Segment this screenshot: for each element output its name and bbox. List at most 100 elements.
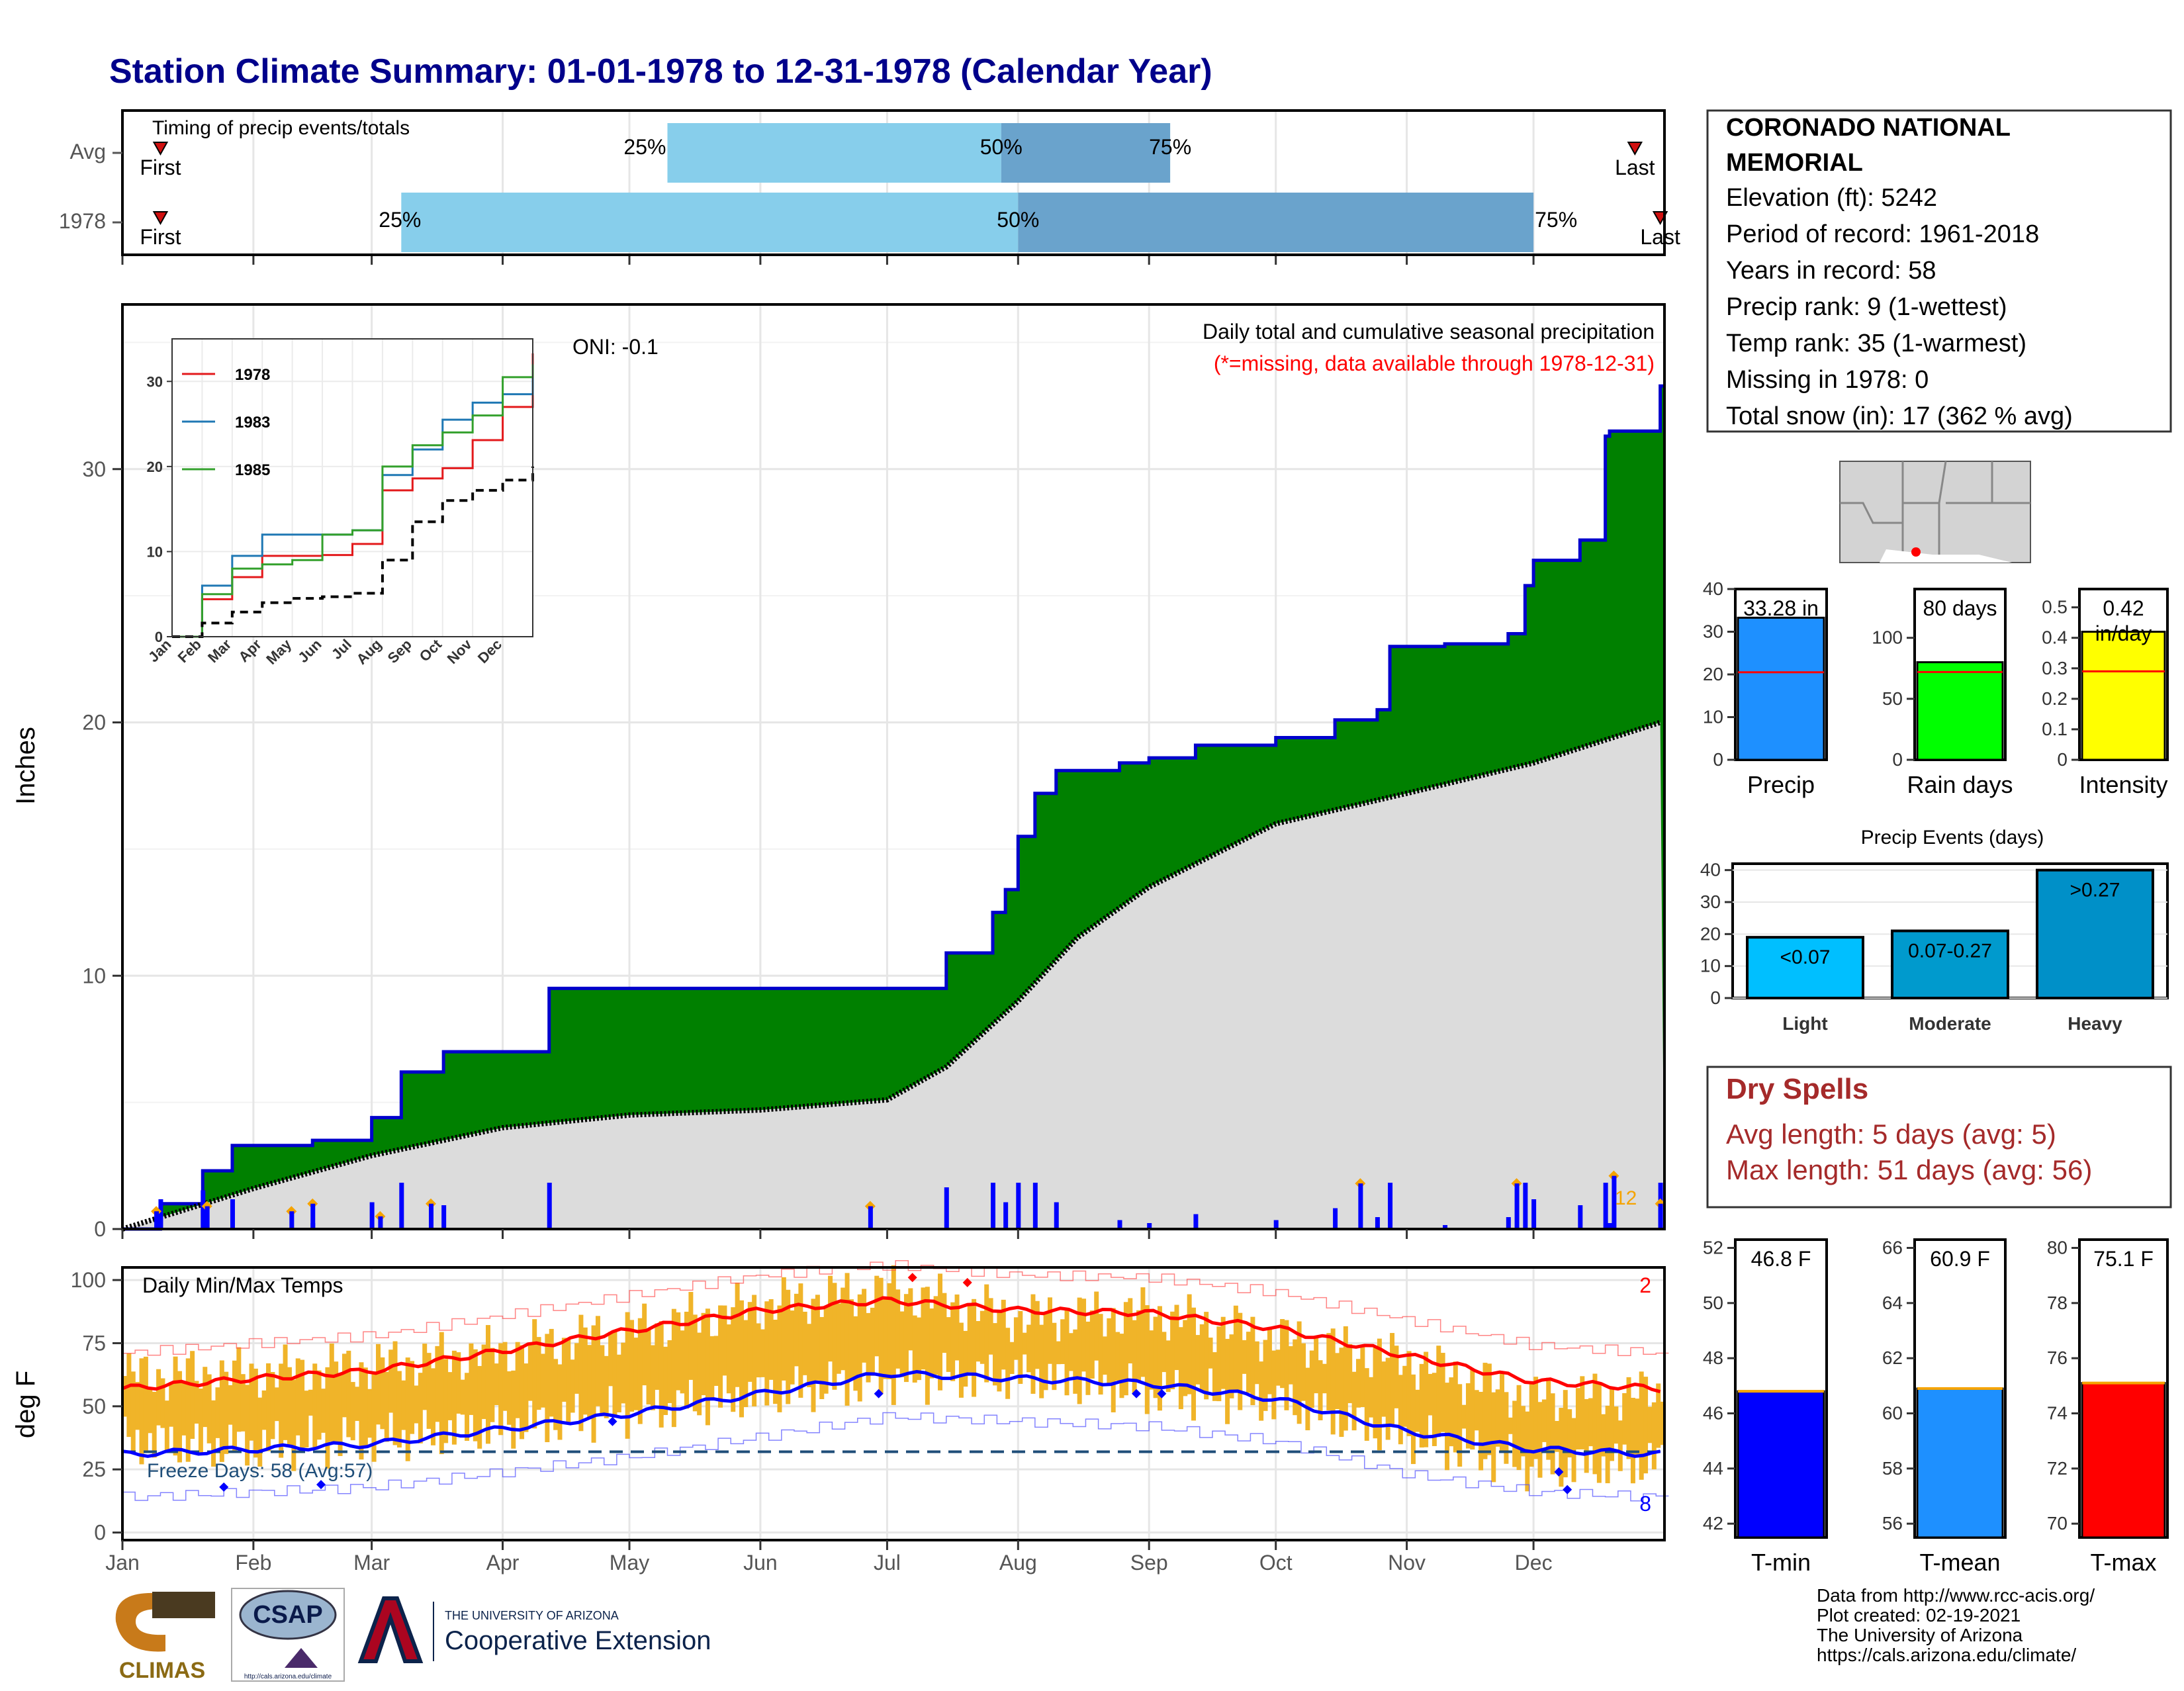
freeze-days-label: Freeze Days: 58 (Avg:57) — [147, 1460, 373, 1482]
temp-x-axis: Jan Feb Mar Apr May Jun Jul Aug Sep Oct Nov Dec — [105, 1540, 1553, 1575]
temp-frame — [121, 1266, 1666, 1541]
daily-temp-range-bar — [1030, 1294, 1036, 1394]
panel-y-tick-label-precip: 30 — [1703, 621, 1723, 642]
daily-temp-range-bar — [642, 1303, 647, 1386]
daily-temp-range-bar — [903, 1294, 909, 1383]
daily-temp-range-bar — [1491, 1392, 1496, 1483]
daily-temp-range-bar — [667, 1340, 672, 1403]
station-elevation: Elevation (ft): 5242 — [1726, 184, 1937, 212]
daily-temp-range-bar — [629, 1320, 635, 1412]
daily-temp-range-bar — [705, 1308, 710, 1426]
daily-temp-range-bar — [473, 1349, 478, 1441]
daily-temp-range-bar — [561, 1338, 567, 1402]
normal-high-line — [122, 1296, 1661, 1394]
daily-temp-range-bar — [1520, 1406, 1525, 1457]
credit-line-2: Plot created: 02-19-2021 — [1817, 1605, 2021, 1625]
events-y-tick-label: 0 — [1710, 987, 1721, 1008]
daily-temp-range-bar — [1326, 1333, 1332, 1411]
ua-cooperative-extension-logo: THE UNIVERSITY OF ARIZONA Cooperative Ex… — [357, 1596, 711, 1663]
daily-temp-range-bar — [786, 1289, 791, 1404]
record-low-count: 8 — [1639, 1492, 1651, 1516]
daily-temp-range-bar — [1406, 1351, 1412, 1436]
daily-temp-range-bar — [781, 1277, 786, 1381]
daily-temp-range-bar — [1073, 1329, 1078, 1394]
timing-bar-q50-q75-row1 — [1018, 193, 1534, 252]
daily-extreme-bar — [1358, 1183, 1363, 1229]
daily-temp-range-bar — [350, 1382, 355, 1441]
daily-temp-range-bar — [1229, 1334, 1234, 1398]
daily-temp-range-bar — [498, 1343, 504, 1436]
climas-logo-block — [152, 1592, 215, 1618]
daily-precip-bar — [399, 1183, 404, 1229]
daily-temp-range-bar — [1119, 1334, 1124, 1398]
daily-temp-range-bar — [211, 1400, 216, 1467]
precip-y-tick-label: 0 — [94, 1217, 106, 1241]
inset-series-line-1985 — [172, 364, 534, 638]
daily-extreme-bar — [154, 1211, 159, 1229]
daily-temp-range-bar — [376, 1344, 381, 1425]
daily-temp-range-bar — [1064, 1310, 1069, 1396]
daily-temp-range-bar — [469, 1343, 474, 1415]
daily-temp-range-bar — [997, 1310, 1002, 1392]
daily-temp-range-bar — [177, 1371, 182, 1463]
station-years: Years in record: 58 — [1726, 257, 1936, 285]
daily-temp-range-bar — [1225, 1338, 1230, 1424]
daily-temp-range-bar — [891, 1265, 896, 1405]
timing-panel: First 25% 50% 75% Last First 25% 50% 75% Last Tim… — [59, 109, 1680, 265]
daily-temp-range-bar — [1656, 1383, 1661, 1448]
page-title: Station Climate Summary: 01-01-1978 to 1… — [109, 52, 1212, 91]
station-info-box: CORONADO NATIONAL MEMORIAL Elevation (ft… — [1706, 109, 2172, 433]
daily-temp-range-bar — [1056, 1341, 1061, 1365]
daily-temp-range-bar — [709, 1336, 715, 1399]
daily-temp-range-bar — [1246, 1332, 1251, 1393]
events-category-light: Light — [1782, 1013, 1827, 1034]
precip-y-tick-label: 10 — [82, 964, 106, 987]
daily-temp-range-bar — [540, 1353, 545, 1408]
panel-x-label-t-max: T-max — [2090, 1549, 2156, 1576]
daily-temp-range-bar — [954, 1294, 960, 1361]
daily-temp-range-bar — [1199, 1324, 1205, 1392]
daily-temp-range-bar — [465, 1373, 470, 1441]
panel-value-label-rain-days: 80 days — [1923, 596, 1997, 620]
timing-row-label-year: 1978 — [59, 209, 106, 233]
daily-temp-range-bar — [1330, 1328, 1336, 1435]
daily-temp-range-bar — [862, 1289, 867, 1363]
daily-temp-range-bar — [126, 1353, 132, 1438]
daily-temp-range-bar — [1085, 1321, 1091, 1395]
daily-precip-bar — [1531, 1199, 1537, 1229]
daily-temp-range-bar — [527, 1344, 533, 1401]
daily-extreme-bar — [429, 1203, 433, 1229]
daily-temp-range-bar — [291, 1379, 296, 1471]
daily-temp-range-bar — [270, 1372, 275, 1440]
panel-y-tick-label-t-min: 52 — [1703, 1238, 1723, 1258]
daily-temp-range-bar — [359, 1362, 364, 1460]
daily-temp-range-bar — [130, 1371, 136, 1452]
daily-temp-range-bar — [1259, 1361, 1264, 1421]
daily-temp-range-bar — [595, 1316, 600, 1406]
daily-temp-range-bar — [802, 1311, 807, 1375]
daily-temp-range-bar — [811, 1299, 816, 1412]
daily-temp-range-bar — [401, 1380, 406, 1430]
daily-temp-range-bar — [883, 1298, 888, 1379]
daily-temp-range-bar — [1356, 1359, 1361, 1408]
daily-temp-range-bar — [1191, 1307, 1197, 1421]
daily-temp-range-bar — [950, 1302, 956, 1381]
temp-y-axis: 0 25 50 75 100 — [71, 1268, 122, 1545]
daily-temp-range-bar — [139, 1358, 144, 1465]
daily-temp-range-bar — [236, 1347, 242, 1432]
daily-temp-range-bar — [958, 1322, 964, 1398]
timing-label-q25-row1: 25% — [379, 208, 421, 232]
daily-temp-range-bar — [460, 1379, 465, 1415]
daily-temp-range-bar — [532, 1319, 537, 1429]
daily-temp-range-bar — [1195, 1335, 1201, 1385]
daily-precip-bar — [369, 1202, 375, 1229]
daily-temp-range-bar — [190, 1351, 195, 1440]
panel-value-label-t-min: 46.8 F — [1751, 1247, 1811, 1271]
daily-temp-range-bar — [384, 1371, 389, 1442]
daily-temp-range-bar — [1068, 1333, 1073, 1371]
csap-logo-url: http://cals.arizona.edu/climate — [244, 1673, 332, 1680]
month-label-nov: Nov — [1388, 1551, 1426, 1575]
daily-temp-range-bar — [946, 1317, 951, 1372]
daily-temp-range-bar — [1077, 1297, 1082, 1404]
daily-temp-range-bar — [414, 1385, 419, 1424]
